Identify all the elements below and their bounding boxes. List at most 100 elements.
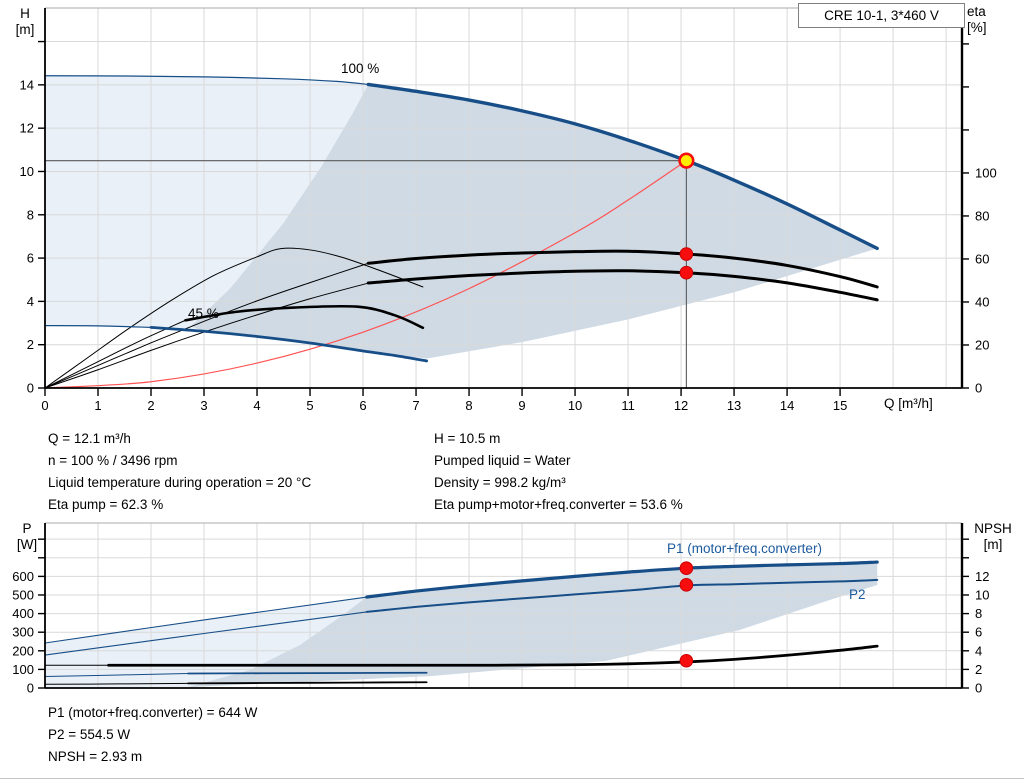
envelope-top-line — [44, 75, 369, 86]
right-axis-title-bottom-chart: NPSH [m] — [967, 521, 1019, 553]
tick-label: 10 — [568, 398, 582, 413]
p2-curve-100 — [365, 578, 879, 613]
tick-label: 3 — [200, 398, 207, 413]
annotation-line: Eta pump+motor+freq.converter = 53.6 % — [434, 497, 683, 512]
speed-45-label: 45 % — [188, 306, 219, 321]
x-axis-title: Q [m³/h] — [884, 396, 933, 411]
h-axis-unit: [m] — [15, 22, 35, 37]
tick-label: 8 — [27, 207, 34, 222]
left-axis-title-top-chart: H [m] — [10, 6, 40, 38]
tick-label: 600 — [12, 569, 34, 584]
tick-label: 500 — [12, 587, 34, 602]
eta-pump-100 — [366, 249, 879, 289]
annotation-line: NPSH = 2.93 m — [48, 749, 143, 764]
tick-label: 200 — [12, 643, 34, 658]
eta-pump-45 — [44, 247, 424, 389]
tick-label: 6 — [359, 398, 366, 413]
tick-label: 80 — [975, 208, 989, 223]
tick-label: 300 — [12, 625, 34, 640]
tick-label: 4 — [27, 294, 34, 309]
tick-label: 14 — [20, 77, 34, 92]
p2-point — [679, 578, 694, 592]
tick-label: 0 — [975, 381, 982, 396]
tick-label: 60 — [975, 251, 989, 266]
left-axis-title-bottom-chart: P [W] — [12, 521, 42, 553]
p-axis-symbol: P — [22, 521, 32, 536]
tick-label: 14 — [780, 398, 794, 413]
tick-label: 10 — [975, 587, 989, 602]
npsh-curve — [107, 644, 879, 667]
tick-label: 12 — [975, 569, 989, 584]
speed-curve-100 — [366, 82, 879, 251]
annotation-line: Eta pump = 62.3 % — [48, 497, 164, 512]
tick-label: 10 — [20, 164, 34, 179]
annotation-line: P1 (motor+freq.converter) = 644 W — [48, 705, 258, 720]
eta-total-45 — [184, 304, 425, 330]
tick-label: 20 — [975, 337, 989, 352]
annotation-line: Density = 998.2 kg/m³ — [434, 475, 566, 490]
tick-label: 6 — [975, 625, 982, 640]
eta-total-45-thin — [44, 319, 186, 389]
npsh-axis-unit: [m] — [983, 537, 1003, 552]
speed-curve-45-thin — [44, 325, 152, 328]
pump-model-label: CRE 10-1, 3*460 V — [824, 8, 939, 23]
tick-label: 0 — [27, 381, 34, 396]
tick-label: 1 — [94, 398, 101, 413]
npsh-point — [679, 653, 694, 668]
tick-label: 0 — [27, 681, 34, 696]
speed-100-label: 100 % — [341, 61, 379, 76]
tick-label: 0 — [41, 398, 48, 413]
duty-operating-envelope — [190, 84, 878, 359]
annotation-line: P2 = 554.5 W — [48, 727, 131, 742]
affinity-parabola — [44, 160, 687, 389]
tick-label: 0 — [975, 681, 982, 696]
eta-axis-symbol: eta — [967, 4, 986, 19]
tick-label: 12 — [20, 121, 34, 136]
p2-curve-45 — [187, 681, 428, 685]
tick-label: 100 — [12, 662, 34, 677]
h-axis-symbol: H — [20, 6, 30, 21]
eta-total-100 — [366, 269, 879, 302]
tick-label: 7 — [412, 398, 419, 413]
p2-envelope-thin — [44, 611, 368, 656]
duty-annotations-right: H = 10.5 m Pumped liquid = Water Density… — [434, 428, 683, 516]
tick-label: 40 — [975, 294, 989, 309]
eta-pump-point — [679, 247, 694, 261]
eta-total-point — [679, 265, 694, 280]
tick-label: 9 — [518, 398, 525, 413]
p1-point — [679, 561, 694, 576]
p2-curve-45-thin — [44, 682, 189, 685]
tick-label: 11 — [621, 398, 635, 413]
power-duty-envelope — [188, 562, 878, 688]
bottom-divider — [0, 778, 1024, 779]
duty-point — [678, 152, 695, 169]
eta-axis-unit: [%] — [967, 20, 987, 35]
power-annotations: P1 (motor+freq.converter) = 644 W P2 = 5… — [48, 702, 257, 768]
annotation-line: Pumped liquid = Water — [434, 453, 571, 468]
p1-curve-45-thin — [44, 672, 189, 677]
npsh-axis-symbol: NPSH — [974, 521, 1012, 536]
tick-label: 2 — [27, 337, 34, 352]
speed-curve-45 — [149, 325, 429, 363]
p1-label: P1 (motor+freq.converter) — [667, 541, 822, 556]
eta-pump-100-thin — [44, 262, 369, 389]
annotation-line: n = 100 % / 3496 rpm — [48, 453, 178, 468]
tick-label: 6 — [27, 251, 34, 266]
tick-label: 13 — [727, 398, 741, 413]
tick-label: 12 — [674, 398, 688, 413]
tick-label: 15 — [833, 398, 847, 413]
p1-envelope-thin — [44, 596, 368, 644]
tick-label: 4 — [975, 643, 982, 658]
annotation-line: Liquid temperature during operation = 20… — [48, 475, 312, 490]
annotation-line: Q = 12.1 m³/h — [48, 431, 131, 446]
tick-label: 100 — [975, 165, 997, 180]
right-axis-title-top-chart: eta [%] — [967, 4, 1013, 36]
duty-annotations-left: Q = 12.1 m³/h n = 100 % / 3496 rpm Liqui… — [48, 428, 311, 516]
tick-label: 2 — [975, 662, 982, 677]
tick-label: 2 — [147, 398, 154, 413]
tick-label: 8 — [465, 398, 472, 413]
tick-label: 400 — [12, 606, 34, 621]
p1-curve-45 — [187, 671, 428, 675]
